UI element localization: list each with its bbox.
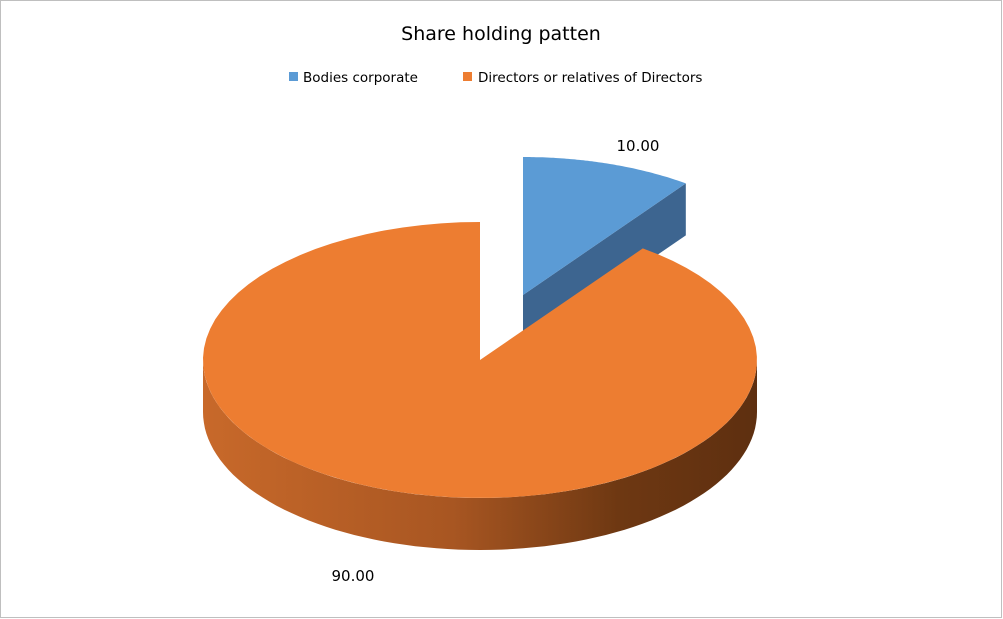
data-label-directors: 90.00 bbox=[332, 567, 375, 585]
pie-slices bbox=[203, 157, 757, 550]
chart-title: Share holding patten bbox=[401, 23, 601, 45]
slice-side-directors bbox=[203, 360, 757, 550]
data-label-bodies-corporate: 10.00 bbox=[617, 137, 660, 155]
legend-label-bodies-corporate: Bodies corporate bbox=[303, 70, 418, 86]
legend-swatch-bodies-corporate bbox=[289, 72, 298, 81]
legend-label-directors: Directors or relatives of Directors bbox=[478, 70, 702, 86]
legend-swatch-directors bbox=[463, 72, 472, 81]
legend: Bodies corporate Directors or relatives … bbox=[289, 70, 702, 86]
slice-top-directors bbox=[203, 222, 757, 498]
slice-top-bodies-corporate bbox=[523, 157, 686, 295]
